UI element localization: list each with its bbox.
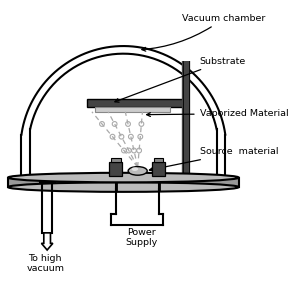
Bar <box>87 99 186 107</box>
Bar <box>109 162 122 176</box>
Bar <box>111 157 121 162</box>
Ellipse shape <box>8 173 239 182</box>
Text: Vacuum chamber: Vacuum chamber <box>142 14 266 51</box>
Bar <box>8 178 239 187</box>
FancyArrow shape <box>41 233 53 250</box>
Text: Substrate: Substrate <box>115 57 246 102</box>
Ellipse shape <box>128 167 147 175</box>
Bar <box>152 162 165 176</box>
Text: To high
vacuum: To high vacuum <box>26 254 64 273</box>
Text: Source  material: Source material <box>150 147 278 171</box>
Ellipse shape <box>8 182 239 192</box>
Ellipse shape <box>131 167 138 171</box>
Text: Power
Supply: Power Supply <box>126 228 158 247</box>
Text: Vaporized Material: Vaporized Material <box>147 109 288 118</box>
Bar <box>95 107 170 112</box>
Bar <box>154 157 163 162</box>
